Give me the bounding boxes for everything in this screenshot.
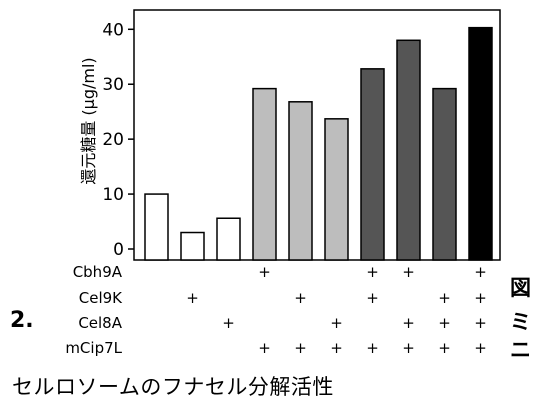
bar bbox=[180, 231, 205, 261]
plus-mark: + bbox=[474, 314, 487, 332]
figure-title-char-2: ミ bbox=[510, 310, 531, 334]
y-tick-label: 40 bbox=[102, 20, 124, 40]
y-axis-label: 還元糖量 (μg/ml) bbox=[79, 57, 98, 184]
plus-mark: + bbox=[366, 263, 379, 281]
bar bbox=[468, 26, 493, 261]
plus-mark: + bbox=[402, 339, 415, 357]
figure-title-char-1: 図 bbox=[510, 276, 531, 300]
composition-table: Cbh9A Cel9K Cel8A mCip7L + + + + + + + + + + + + + + + + + + +… bbox=[65, 263, 486, 357]
bar bbox=[324, 118, 349, 261]
bar bbox=[396, 39, 421, 261]
plus-mark: + bbox=[222, 314, 235, 332]
plus-mark: + bbox=[330, 314, 343, 332]
bar bbox=[144, 193, 169, 261]
bar bbox=[360, 68, 385, 261]
plus-mark: + bbox=[366, 339, 379, 357]
bar bbox=[288, 101, 313, 261]
figure-title-char-3: ニ bbox=[510, 338, 531, 362]
y-axis: 0 10 20 30 40 bbox=[102, 20, 134, 260]
bar bbox=[432, 87, 457, 261]
plus-mark: + bbox=[330, 339, 343, 357]
component-label: Cel8A bbox=[78, 314, 122, 332]
bar bbox=[216, 217, 241, 261]
figure-caption: セルロソームのフナセル分解活性 bbox=[12, 375, 334, 399]
plus-mark: + bbox=[402, 314, 415, 332]
plot-border bbox=[133, 9, 501, 261]
bar bbox=[252, 87, 277, 261]
plot-frame bbox=[133, 9, 501, 261]
plus-mark: + bbox=[366, 289, 379, 307]
component-label: mCip7L bbox=[65, 339, 122, 357]
plus-mark: + bbox=[258, 263, 271, 281]
plus-mark: + bbox=[186, 289, 199, 307]
y-tick-label: 10 bbox=[102, 185, 124, 205]
plus-mark: + bbox=[438, 314, 451, 332]
plus-mark: + bbox=[294, 289, 307, 307]
plus-mark: + bbox=[438, 289, 451, 307]
component-label: Cel9K bbox=[79, 289, 123, 307]
component-label: Cbh9A bbox=[73, 263, 123, 281]
bar-chart: 0 10 20 30 40 還元糖量 (μg/ml) Cbh9A Cel9K Cel8A mC… bbox=[65, 9, 501, 357]
plus-mark: + bbox=[402, 263, 415, 281]
plus-mark: + bbox=[474, 263, 487, 281]
plus-mark: + bbox=[474, 339, 487, 357]
plus-mark: + bbox=[474, 289, 487, 307]
figure-number: 2. bbox=[10, 308, 34, 333]
y-tick-label: 0 bbox=[113, 240, 124, 260]
plus-mark: + bbox=[294, 339, 307, 357]
bars bbox=[144, 26, 493, 261]
y-tick-label: 20 bbox=[102, 130, 124, 150]
plus-mark: + bbox=[258, 339, 271, 357]
plus-mark: + bbox=[438, 339, 451, 357]
y-tick-label: 30 bbox=[102, 75, 124, 95]
